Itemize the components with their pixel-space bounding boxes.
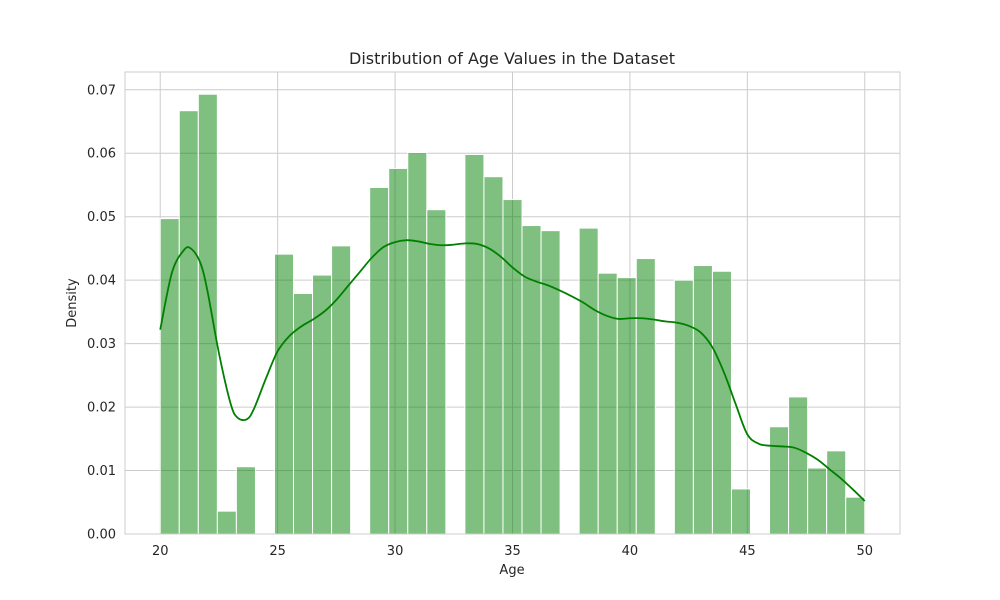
y-tick-label: 0.01 <box>87 464 116 479</box>
histogram-bar <box>807 467 828 535</box>
histogram-bar <box>369 187 390 535</box>
x-tick-label: 40 <box>622 544 639 559</box>
axes-frame <box>124 71 901 535</box>
histogram-bar <box>616 277 637 535</box>
y-tick-label: 0.04 <box>87 274 116 289</box>
kde-curve-layer <box>159 239 866 502</box>
histogram-bar <box>635 258 656 535</box>
histogram-bar <box>673 279 694 535</box>
histogram-bar <box>788 396 809 535</box>
chart-title: Distribution of Age Values in the Datase… <box>349 49 675 68</box>
histogram-bar <box>216 510 237 535</box>
x-tick-labels: 20 25 30 35 40 45 50 <box>152 544 873 559</box>
histogram-bar <box>597 272 618 535</box>
histogram-bar <box>540 230 561 535</box>
histogram-bar <box>426 209 447 535</box>
y-tick-label: 0.07 <box>87 83 116 98</box>
x-tick-label: 25 <box>269 544 286 559</box>
axes-spines <box>124 71 901 535</box>
histogram-bar <box>178 110 199 535</box>
x-tick-label: 50 <box>856 544 873 559</box>
histogram-bars <box>159 93 866 535</box>
y-tick-label: 0.06 <box>87 147 116 162</box>
x-tick-label: 45 <box>739 544 756 559</box>
y-axis-label: Density <box>65 278 80 328</box>
x-axis-label: Age <box>499 563 524 578</box>
y-tick-label: 0.03 <box>87 337 116 352</box>
histogram-bar <box>388 167 409 535</box>
x-tick-label: 30 <box>387 544 404 559</box>
histogram-bar <box>235 466 256 535</box>
histogram-bar <box>273 253 295 535</box>
histogram-bar <box>331 245 352 535</box>
histogram-bar <box>578 227 599 535</box>
histogram-bar <box>407 152 428 535</box>
histogram-bar <box>521 225 542 535</box>
histogram-bar <box>769 426 790 535</box>
y-tick-label: 0.00 <box>87 528 116 543</box>
histogram-bar <box>159 218 180 535</box>
y-tick-label: 0.02 <box>87 401 116 416</box>
histogram-bar <box>845 496 866 535</box>
x-tick-label: 35 <box>504 544 521 559</box>
x-tick-label: 20 <box>152 544 169 559</box>
histogram-bar <box>464 154 485 535</box>
histogram-bar <box>730 488 752 535</box>
y-tick-label: 0.05 <box>87 210 116 225</box>
y-tick-labels: 0.00 0.01 0.02 0.03 0.04 0.05 0.06 0.07 <box>87 83 116 542</box>
histogram-bar <box>197 93 218 535</box>
histogram-bar <box>692 265 713 535</box>
histogram-bar <box>711 270 732 535</box>
histogram-bar <box>483 176 504 535</box>
histogram-bar <box>826 450 847 535</box>
kde-curve <box>159 239 866 502</box>
histogram-bar <box>502 199 523 535</box>
